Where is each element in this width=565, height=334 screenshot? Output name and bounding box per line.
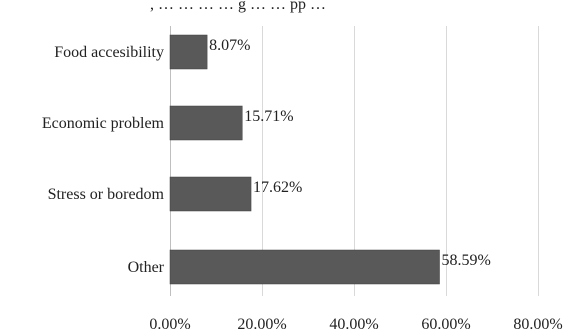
category-label: Other xyxy=(128,259,165,276)
data-label: 17.62% xyxy=(253,179,302,196)
bar xyxy=(169,105,243,141)
category-label: Food accesibility xyxy=(54,44,164,61)
x-tick-label: 40.00% xyxy=(329,316,378,333)
data-label: 15.71% xyxy=(244,108,293,125)
data-label: 8.07% xyxy=(209,37,250,54)
x-tick-label: 60.00% xyxy=(421,316,470,333)
x-axis-tick-labels: 0.00% 20.00% 40.00% 60.00% 80.00% xyxy=(149,316,562,333)
category-label: Stress or boredom xyxy=(48,186,165,203)
bar xyxy=(169,34,208,70)
data-label: 58.59% xyxy=(442,252,491,269)
clipped-caption-fragment: , … … … … g … … pp … xyxy=(150,0,326,13)
bars xyxy=(169,34,440,285)
data-labels: 8.07% 15.71% 17.62% 58.59% xyxy=(209,37,491,269)
x-tick-label: 80.00% xyxy=(513,316,562,333)
x-tick-label: 20.00% xyxy=(237,316,286,333)
x-tick-label: 0.00% xyxy=(149,316,190,333)
category-labels: Food accesibility Economic problem Stress … xyxy=(42,44,165,276)
bar xyxy=(169,176,252,212)
category-label: Economic problem xyxy=(42,115,165,132)
bar xyxy=(169,249,440,285)
